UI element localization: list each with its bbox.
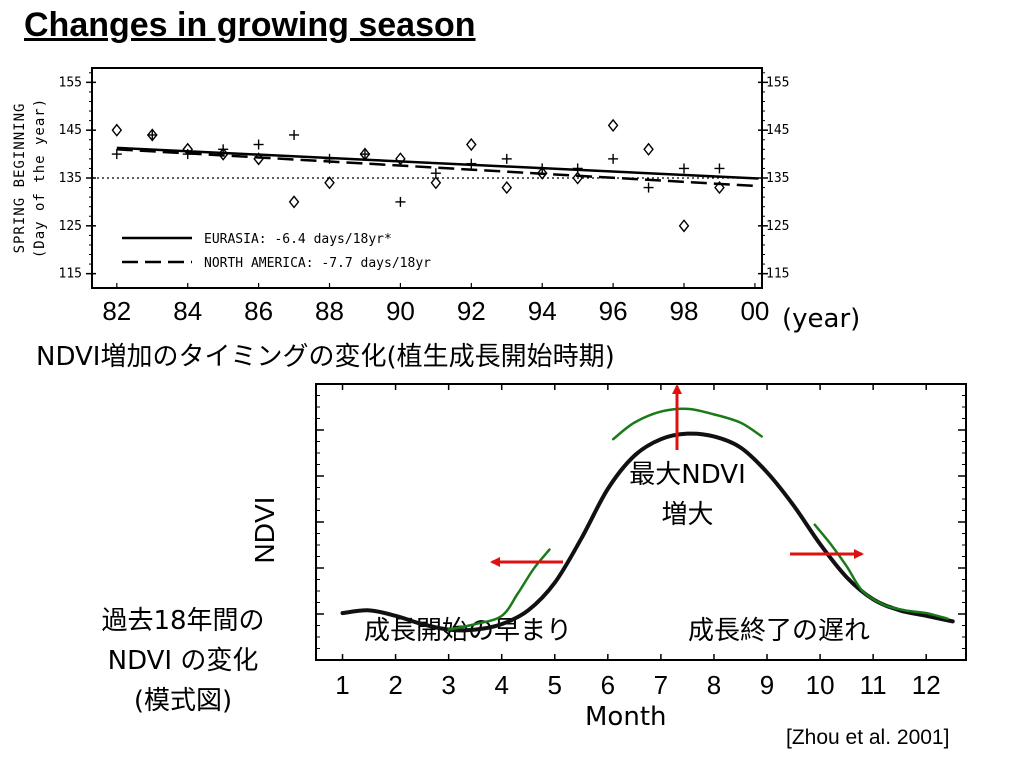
chart1-ytick-label-right: 155 (766, 75, 789, 90)
chart1-ytick-label-left: 135 (59, 171, 82, 186)
chart1-point-eurasia (643, 142, 654, 156)
chart1-point-north-america (395, 196, 406, 207)
chart1-point-north-america (679, 163, 690, 174)
chart1-point-north-america (147, 129, 158, 140)
chart2-xtick-label: 10 (806, 670, 835, 700)
chart1-point-eurasia (253, 152, 264, 166)
chart1-point-north-america (572, 163, 583, 174)
chart1-point-north-america (501, 153, 512, 164)
chart1-xtick-label: 90 (386, 296, 415, 326)
chart1-point-eurasia (395, 152, 406, 166)
chart1-point-eurasia (572, 171, 583, 185)
chart1-ytick-label-left: 125 (59, 219, 82, 234)
chart1-xtick-label: 00 (740, 296, 769, 326)
chart2-xtick-label: 3 (441, 670, 455, 700)
chart1-ytick-label-right: 115 (766, 267, 789, 282)
chart1-point-north-america (608, 153, 619, 164)
chart1-point-north-america (218, 144, 229, 155)
chart2-xtick-label: 8 (707, 670, 721, 700)
annotation-max-ndvi-line1: 最大NDVI (629, 460, 746, 490)
chart2-xtick-label: 12 (912, 670, 941, 700)
chart1-xunit: (year) (782, 304, 861, 334)
chart1-point-eurasia (536, 166, 548, 180)
chart2-curve-late-end (813, 523, 949, 620)
chart1-point-eurasia (324, 176, 335, 190)
chart1-point-eurasia (501, 180, 513, 195)
chart1-point-north-america (359, 149, 370, 160)
chart1-point-eurasia (111, 123, 123, 137)
chart2-xtick-label: 2 (388, 670, 402, 700)
chart1-xtick-label: 98 (670, 296, 699, 326)
chart1-point-north-america (253, 139, 264, 150)
annotation-late-end: 成長終了の遅れ (688, 616, 871, 646)
citation: [Zhou et al. 2001] (786, 726, 950, 749)
chart2-curve-max (611, 407, 763, 441)
side-note-line1: 過去18年間の (101, 606, 265, 636)
chart2-curve-mean (340, 431, 955, 633)
chart1-point-north-america (111, 149, 122, 160)
chart1-point-north-america (430, 168, 441, 179)
chart1-point-eurasia (714, 180, 725, 195)
chart1-point-eurasia (430, 176, 442, 190)
chart2-xlabel: Month (585, 702, 667, 732)
chart2-curve-early-start (447, 548, 551, 631)
chart1-point-eurasia (146, 128, 158, 142)
chart1-point-north-america (324, 153, 335, 164)
chart1-xtick-label: 92 (457, 296, 486, 326)
chart1-point-north-america (182, 149, 193, 160)
chart1-point-eurasia (607, 118, 619, 133)
chart1-xtick-label: 88 (315, 296, 344, 326)
page-title: Changes in growing season (24, 6, 476, 44)
chart2-xtick-label: 1 (335, 670, 349, 700)
chart1-xtick-label: 82 (102, 296, 131, 326)
chart2-xtick-label: 9 (760, 670, 774, 700)
chart1-ytick-label-left: 145 (59, 123, 82, 138)
chart1-xtick-label: 86 (244, 296, 273, 326)
chart1-legend-label-north-america: NORTH AMERICA: -7.7 days/18yr (204, 256, 431, 271)
chart1-point-eurasia (359, 147, 371, 161)
chart1-ytick-label-right: 145 (766, 123, 789, 138)
chart1-ylabel-line1: SPRING BEGINNING (12, 103, 28, 254)
chart2-xtick-label: 11 (860, 670, 887, 700)
chart1-ytick-label-left: 115 (59, 267, 82, 282)
chart1-ytick-label-right: 135 (766, 171, 789, 186)
annotation-max-ndvi-line2: 増大 (661, 500, 714, 530)
chart1-ytick-label-left: 155 (59, 75, 82, 90)
chart1-ylabel-line2: (Day of the year) (32, 98, 48, 258)
chart2-frame (315, 383, 967, 661)
chart2-xtick-label: 7 (654, 670, 668, 700)
chart2-ylabel: NDVI (249, 497, 280, 564)
chart1-caption: NDVI増加のタイミングの変化(植生成長開始時期) (36, 342, 615, 372)
chart2-xtick-label: 6 (601, 670, 615, 700)
chart1-ylabel-group: SPRING BEGINNING (Day of the year) (12, 98, 48, 258)
chart1-ytick-label-right: 125 (766, 219, 789, 234)
chart1-point-eurasia (288, 195, 300, 209)
chart1-point-eurasia (217, 147, 229, 161)
chart1-point-north-america (466, 158, 477, 169)
chart1-point-north-america (643, 182, 654, 193)
chart1-xtick-label: 96 (599, 296, 628, 326)
chart1-point-north-america (714, 163, 725, 174)
chart1-xtick-label: 84 (173, 296, 202, 326)
chart1-point-north-america (537, 163, 548, 174)
side-note-line3: (模式図) (133, 686, 233, 716)
chart1-legend-label-eurasia: EURASIA: -6.4 days/18yr* (204, 232, 392, 247)
chart1-point-eurasia (678, 219, 690, 233)
chart1-trend-north-america (116, 148, 759, 188)
chart2-xtick-label: 5 (548, 670, 562, 700)
chart1-point-eurasia (466, 137, 477, 152)
chart2-xtick-label: 4 (494, 670, 508, 700)
chart1-point-north-america (289, 129, 300, 140)
chart2-ylabel-group: NDVI (249, 497, 280, 564)
side-note-line2: NDVI の変化 (107, 646, 259, 676)
chart1-xtick-label: 94 (528, 296, 557, 326)
